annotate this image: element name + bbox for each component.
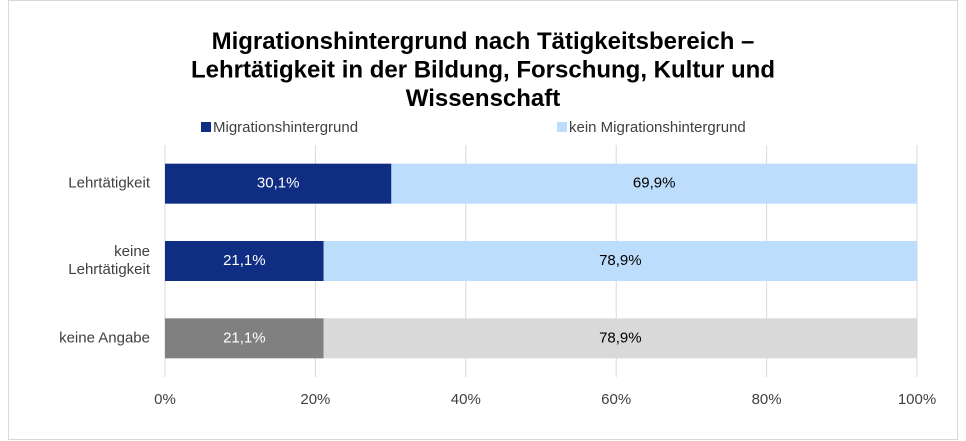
value-label: 78,9% <box>599 329 642 346</box>
bar-segment <box>165 241 324 281</box>
x-tick-label: 100% <box>898 391 936 408</box>
bar-segment <box>391 163 917 204</box>
value-label: 78,9% <box>599 252 642 269</box>
legend-swatch <box>557 122 567 132</box>
x-tick-label: 40% <box>451 391 481 408</box>
y-tick-label: keine Angabe <box>59 329 150 346</box>
value-label: 69,9% <box>633 175 676 192</box>
bar-segment <box>165 318 324 359</box>
x-tick-label: 60% <box>601 391 631 408</box>
bar-segment <box>323 241 917 281</box>
chart-title: Migrationshintergrund nach Tätigkeitsber… <box>191 28 775 112</box>
value-label: 21,1% <box>223 329 266 346</box>
x-tick-label: 80% <box>752 391 782 408</box>
value-label: 21,1% <box>223 252 266 269</box>
legend-swatch <box>201 122 211 132</box>
y-tick-label: Lehrtätigkeit <box>68 175 151 192</box>
legend-label: kein Migrationshintergrund <box>569 119 746 136</box>
bar-segment <box>323 318 917 359</box>
y-tick-label: keine Lehrtätigkeit <box>68 243 151 278</box>
chart-border <box>8 0 958 440</box>
bar-segment <box>165 163 392 204</box>
x-tick-label: 20% <box>300 391 330 408</box>
x-tick-label: 0% <box>154 391 176 408</box>
value-label: 30,1% <box>257 175 300 192</box>
legend-label: Migrationshintergrund <box>213 119 358 136</box>
